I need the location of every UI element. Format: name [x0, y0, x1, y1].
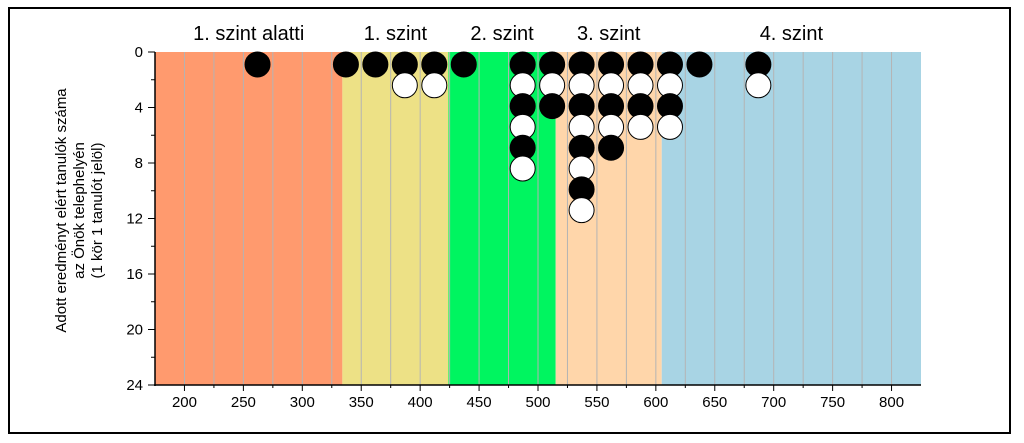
x-tick-label-450: 450	[467, 394, 492, 411]
y-axis-label-line-2: az Önök telephelyén	[70, 142, 88, 279]
student-marker	[509, 155, 536, 182]
x-tick-label-550: 550	[584, 394, 609, 411]
level-label-4: 3. szint	[577, 23, 641, 45]
level-band-2	[342, 52, 449, 385]
student-marker	[656, 113, 683, 140]
student-marker	[332, 51, 359, 78]
level-label-2: 1. szint	[364, 23, 428, 45]
student-marker	[598, 134, 625, 161]
student-marker	[244, 51, 271, 78]
level-band-5	[661, 52, 921, 385]
x-tick-label-800: 800	[879, 394, 904, 411]
student-marker	[362, 51, 389, 78]
x-tick-label-350: 350	[349, 394, 374, 411]
level-label-3: 2. szint	[470, 23, 534, 45]
y-tick-label-16: 16	[126, 266, 143, 283]
y-axis-label-line-3: (1 kör 1 tanulót jelöl)	[89, 143, 106, 279]
student-marker	[450, 51, 477, 78]
y-tick-label-0: 0	[135, 44, 143, 61]
x-tick-label-600: 600	[643, 394, 668, 411]
level-label-1: 1. szint alatti	[193, 23, 304, 45]
x-tick-label-750: 750	[820, 394, 845, 411]
student-marker	[421, 72, 448, 99]
x-tick-label-250: 250	[231, 394, 256, 411]
x-tick-label-200: 200	[172, 394, 197, 411]
student-marker	[391, 72, 418, 99]
x-tick-label-300: 300	[290, 394, 315, 411]
x-tick-label-400: 400	[408, 394, 433, 411]
x-tick-label-650: 650	[702, 394, 727, 411]
student-marker	[745, 72, 772, 99]
level-band-1	[155, 52, 343, 385]
student-marker	[568, 197, 595, 224]
level-label-5: 4. szint	[760, 23, 824, 45]
x-tick-label-700: 700	[761, 394, 786, 411]
student-marker	[539, 93, 566, 120]
x-tick-label-500: 500	[525, 394, 550, 411]
y-tick-label-8: 8	[135, 155, 143, 172]
y-tick-label-24: 24	[126, 377, 143, 394]
student-marker	[686, 51, 713, 78]
level-band-3	[448, 52, 556, 385]
y-tick-label-4: 4	[135, 100, 143, 117]
y-tick-label-20: 20	[126, 322, 143, 339]
y-axis-label-line-1: Adott eredményt elért tanulók száma	[53, 88, 70, 333]
student-marker	[627, 113, 654, 140]
y-tick-label-12: 12	[126, 211, 143, 228]
